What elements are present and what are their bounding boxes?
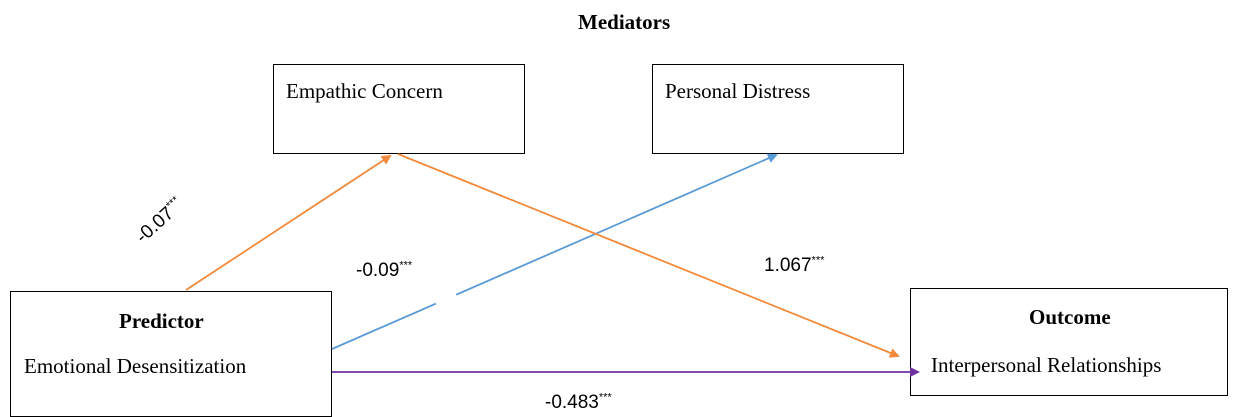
predictor-label: Emotional Desensitization [24,354,247,378]
empathic-concern-label: Empathic Concern [286,79,443,103]
predictor-title: Predictor [119,309,204,333]
personal-distress-box: Personal Distress [652,64,904,154]
coef-predictor-to-distress-value: -0.09 [356,260,400,281]
coef-predictor-to-outcome-value: -0.483 [545,392,599,413]
arrow-empathic-to-outcome [397,153,900,358]
arrow-predictor-to-empathic [185,154,392,291]
outcome-box: Outcome Interpersonal Relationships [910,288,1228,396]
coef-predictor-to-distress: -0.09*** [356,260,412,282]
mediators-title: Mediators [578,10,671,34]
coef-predictor-to-outcome-sig: *** [598,391,612,404]
outcome-title: Outcome [1029,305,1111,329]
coef-empathic-to-outcome: 1.067*** [764,255,824,277]
personal-distress-label: Personal Distress [665,79,811,103]
arrow-predictor-to-distress [331,153,778,350]
predictor-box: Predictor Emotional Desensitization [10,291,332,417]
outcome-label: Interpersonal Relationships [931,353,1162,377]
coef-predictor-to-outcome: -0.483*** [545,392,612,414]
coef-empathic-to-outcome-value: 1.067 [764,255,812,276]
empathic-concern-box: Empathic Concern [273,64,525,154]
coef-predictor-to-distress-sig: *** [399,259,413,272]
coef-empathic-to-outcome-sig: *** [811,254,825,267]
